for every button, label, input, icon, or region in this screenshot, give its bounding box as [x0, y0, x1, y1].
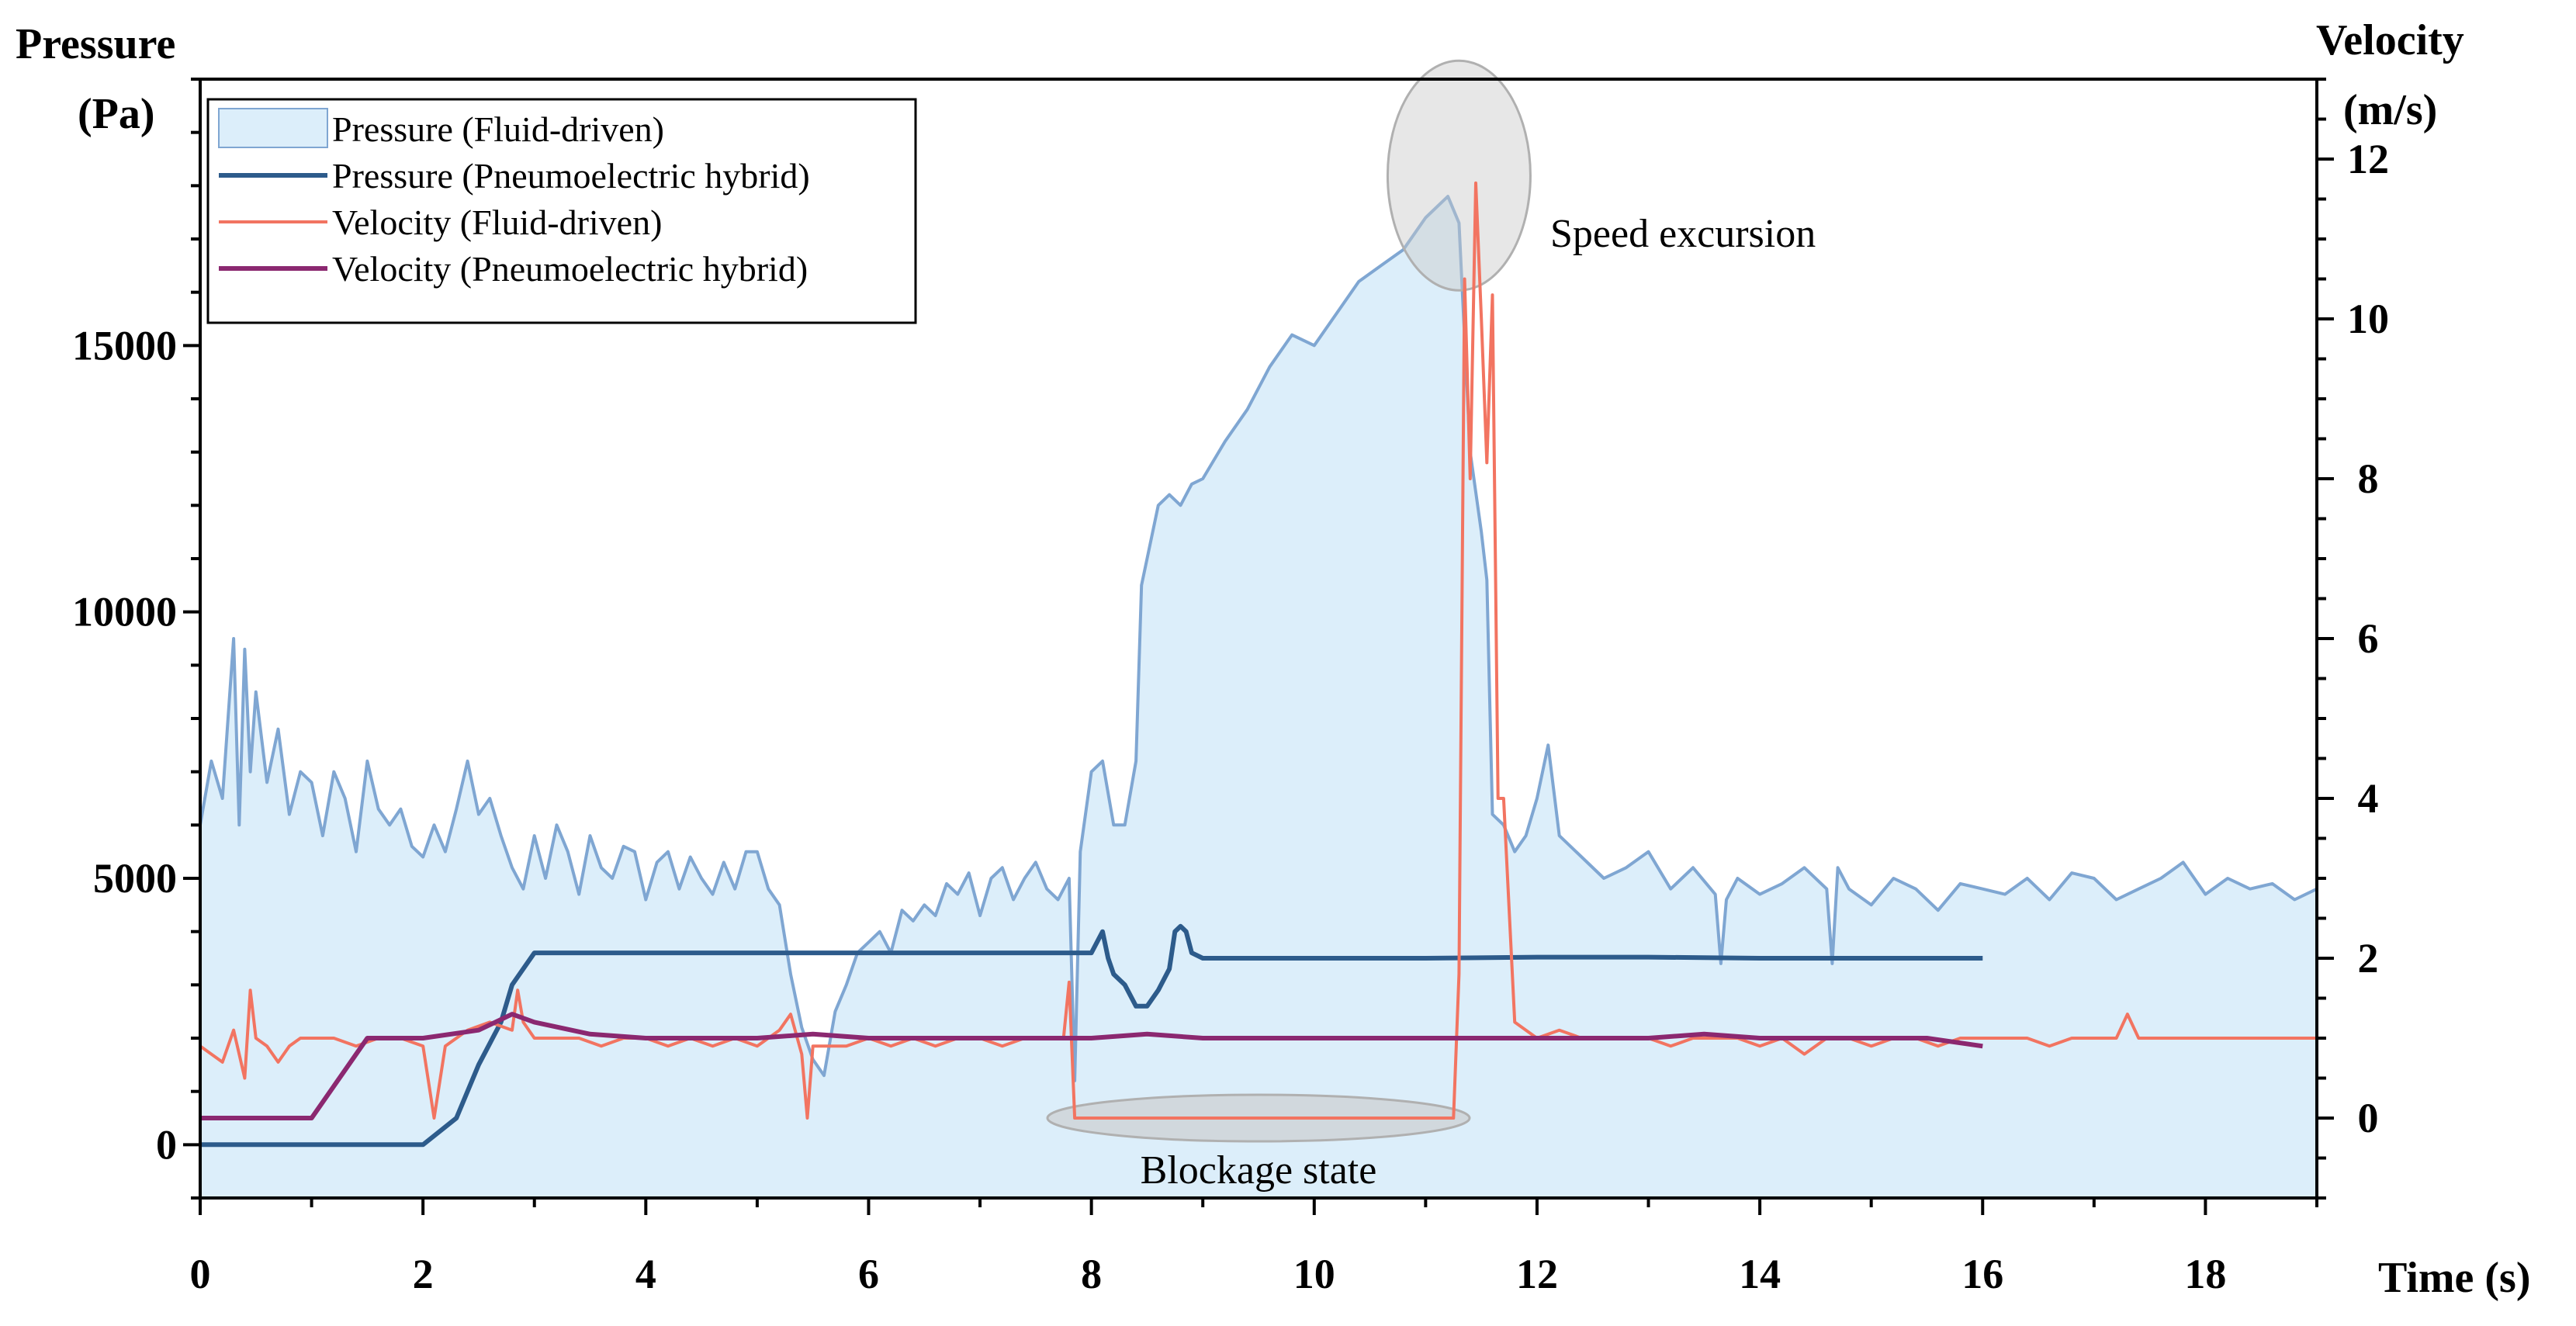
x-axis-title: Time (s) — [2378, 1254, 2531, 1302]
y-right-tick-label: 2 — [2358, 935, 2379, 982]
annotation-blockage-state: Blockage state — [1141, 1148, 1377, 1193]
y-right-tick-label: 10 — [2347, 296, 2389, 342]
legend-label: Velocity (Fluid-driven) — [332, 203, 662, 242]
x-tick-label: 4 — [635, 1251, 656, 1297]
y-left-tick-label: 5000 — [93, 855, 177, 902]
legend: Pressure (Fluid-driven) Pressure (Pneumoe… — [206, 98, 917, 324]
legend-label: Velocity (Pneumoelectric hybrid) — [332, 249, 808, 289]
series-line-pressure-fluid-driven — [199, 195, 2318, 1082]
x-tick-label: 8 — [1081, 1251, 1102, 1297]
x-tick-label: 12 — [1516, 1251, 1558, 1297]
legend-label: Pressure (Pneumoelectric hybrid) — [332, 156, 810, 196]
series-area-pressure-fluid-driven — [200, 196, 2317, 1199]
x-tick-label: 2 — [413, 1251, 434, 1297]
y-right-tick-label: 12 — [2347, 136, 2389, 182]
legend-swatch-area — [218, 108, 328, 148]
y-left-tick-label: 15000 — [72, 322, 177, 369]
y-left-title-line1: Pressure — [16, 20, 175, 68]
x-tick-label: 10 — [1293, 1251, 1335, 1297]
y-left-title-line2: (Pa) — [78, 90, 155, 138]
x-tick-label: 6 — [858, 1251, 879, 1297]
y-right-title-line2: (m/s) — [2343, 86, 2437, 134]
x-tick-label: 14 — [1739, 1251, 1781, 1297]
legend-label: Pressure (Fluid-driven) — [332, 109, 664, 149]
y-right-tick-label: 0 — [2358, 1095, 2379, 1141]
y-right-tick-label: 4 — [2358, 775, 2379, 822]
series-line-pressure-pneumoelectric-hybrid — [200, 923, 1983, 1148]
y-left-tick-label: 10000 — [72, 589, 177, 635]
y-right-tick-label: 8 — [2358, 455, 2379, 502]
series-line-velocity-pneumoelectric-hybrid — [200, 1012, 1983, 1120]
x-tick-label: 18 — [2184, 1251, 2226, 1297]
speed-excursion-marker — [1386, 59, 1532, 292]
y-right-tick-label: 6 — [2358, 615, 2379, 662]
x-tick-label: 0 — [190, 1251, 211, 1297]
annotation-speed-excursion: Speed excursion — [1550, 212, 1816, 256]
x-tick-label: 16 — [1961, 1251, 2003, 1297]
y-right-title-line1: Velocity — [2316, 16, 2464, 64]
y-left-tick-label: 0 — [156, 1121, 177, 1168]
